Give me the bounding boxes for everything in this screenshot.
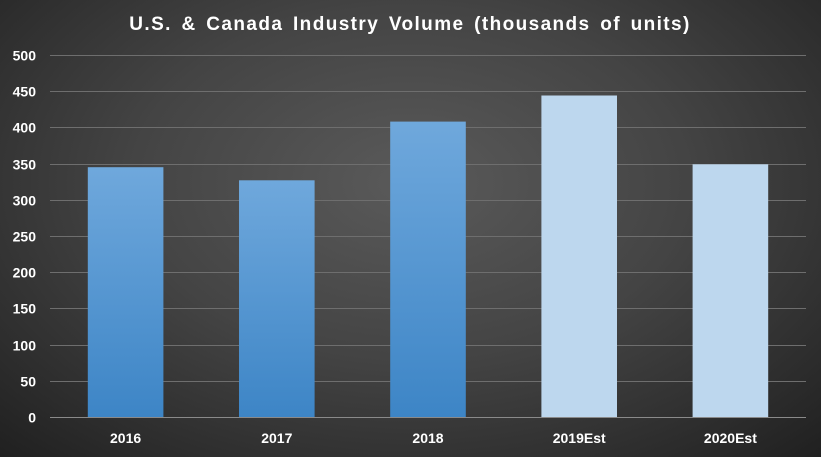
y-tick-label: 200	[13, 265, 37, 281]
bar-2020est	[692, 164, 769, 417]
x-tick-label: 2017	[261, 430, 292, 446]
y-tick-label: 250	[13, 229, 37, 245]
y-tick-label: 150	[13, 301, 37, 317]
bar-2016	[87, 167, 164, 417]
bar-2017	[239, 180, 315, 417]
x-tick-label: 2019Est	[553, 430, 606, 446]
y-tick-label: 300	[13, 193, 37, 209]
y-tick-label: 400	[13, 120, 37, 136]
x-axis-ticks: 2016 2017 2018 2019Est 2020Est	[110, 430, 757, 446]
x-tick-label: 2020Est	[704, 430, 757, 446]
y-tick-label: 0	[28, 410, 36, 426]
bar-2018	[390, 121, 466, 417]
x-tick-label: 2018	[412, 430, 443, 446]
y-tick-label: 50	[20, 374, 36, 390]
y-tick-label: 350	[13, 157, 37, 173]
y-tick-label: 450	[13, 84, 37, 100]
chart-title: U.S. & Canada Industry Volume (thousands…	[129, 14, 690, 35]
bars	[87, 95, 769, 417]
y-tick-label: 100	[13, 338, 37, 354]
y-tick-label: 500	[13, 48, 37, 64]
bar-2019est	[541, 95, 617, 417]
y-axis-ticks: 0 50 100 150 200 250 300 350 400 450 500	[13, 48, 37, 426]
x-tick-label: 2016	[110, 430, 141, 446]
